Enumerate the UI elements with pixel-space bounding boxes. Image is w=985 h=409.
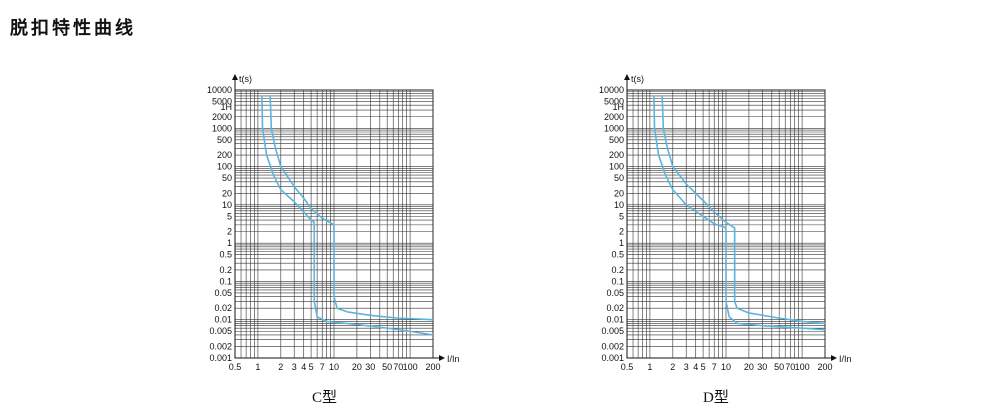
x-axis-arrow — [439, 355, 445, 361]
y-tick-label: 1 — [619, 238, 624, 248]
y-tick-label: 1000 — [212, 123, 232, 133]
x-tick-label: 30 — [757, 362, 767, 372]
y-tick-label: 0.005 — [209, 326, 232, 336]
x-tick-label: 10 — [329, 362, 339, 372]
y-axis-arrow — [232, 74, 238, 80]
y-tick-label: 500 — [217, 135, 232, 145]
y-tick-label: 1 — [227, 238, 232, 248]
x-tick-label: 70 — [393, 362, 403, 372]
x-tick-label: 200 — [425, 362, 440, 372]
trip-curve-chart-d: t(s) I/In 10000 5000 1H 2000 1000 500 200 100 50 20… — [587, 68, 852, 380]
x-tick-label: 1 — [647, 362, 652, 372]
x-tick-label: 70 — [785, 362, 795, 372]
page-title: 脱扣特性曲线 — [10, 18, 136, 38]
y-tick-label: 500 — [609, 135, 624, 145]
y-tick-label: 5 — [227, 211, 232, 221]
x-tick-label: 7 — [712, 362, 717, 372]
y-tick-label: 10000 — [207, 85, 232, 95]
y-tick-label: 0.002 — [209, 341, 232, 351]
y-tick-label: 200 — [609, 150, 624, 160]
x-tick-label: 20 — [744, 362, 754, 372]
y-axis-arrow — [624, 74, 630, 80]
trip-curve-line-1 — [653, 95, 826, 331]
trip-curve-line-2 — [269, 95, 434, 321]
y-tick-label: 10 — [614, 200, 624, 210]
x-tick-label: 2 — [670, 362, 675, 372]
y-tick-label: 5000 — [604, 97, 624, 107]
chart-caption-d: D型 — [703, 390, 729, 406]
y-tick-label: 1000 — [604, 123, 624, 133]
y-tick-label: 20 — [222, 188, 232, 198]
y-tick-label: 0.2 — [219, 265, 232, 275]
y-tick-label: 2 — [619, 227, 624, 237]
x-axis-label: I/In — [447, 354, 460, 364]
y-tick-label: 0.01 — [606, 315, 624, 325]
y-tick-label: 0.02 — [606, 303, 624, 313]
x-tick-label: 4 — [301, 362, 306, 372]
x-tick-label: 5 — [701, 362, 706, 372]
y-tick-label: 200 — [217, 150, 232, 160]
y-tick-label: 0.1 — [219, 276, 232, 286]
x-tick-label: 200 — [817, 362, 832, 372]
x-tick-label: 100 — [795, 362, 810, 372]
x-tick-label: 5 — [309, 362, 314, 372]
x-tick-label: 3 — [292, 362, 297, 372]
y-tick-label: 0.001 — [209, 353, 232, 363]
y-tick-label: 0.001 — [601, 353, 624, 363]
y-tick-label: 5000 — [212, 97, 232, 107]
y-tick-label: 100 — [609, 162, 624, 172]
trip-curve-chart-c: t(s) I/In 10000 5000 1H 2000 1000 500 200 100 50 20… — [195, 68, 460, 380]
trip-curve-line-1 — [261, 95, 434, 336]
y-tick-label: 2000 — [212, 112, 232, 122]
x-tick-label: 10 — [721, 362, 731, 372]
y-tick-label: 0.5 — [611, 250, 624, 260]
y-tick-label: 0.002 — [601, 341, 624, 351]
x-tick-label: 30 — [365, 362, 375, 372]
x-tick-label: 50 — [774, 362, 784, 372]
x-tick-label: 50 — [382, 362, 392, 372]
trip-curve-line-2 — [661, 95, 826, 325]
trip-curve-svg-d: t(s)I/In1000050001H200010005002001005020… — [599, 74, 852, 372]
y-tick-label: 0.005 — [601, 326, 624, 336]
y-tick-label: 0.05 — [606, 288, 624, 298]
y-tick-label: 0.2 — [611, 265, 624, 275]
y-tick-label: 0.05 — [214, 288, 232, 298]
x-tick-label: 0.5 — [229, 362, 242, 372]
x-tick-label: 4 — [693, 362, 698, 372]
y-tick-label: 0.1 — [611, 276, 624, 286]
x-tick-label: 3 — [684, 362, 689, 372]
y-tick-label: 2 — [227, 227, 232, 237]
y-tick-label: 5 — [619, 211, 624, 221]
y-tick-label: 1H — [220, 102, 232, 112]
x-tick-label: 2 — [278, 362, 283, 372]
chart-caption-c: C型 — [312, 390, 338, 406]
y-tick-label: 0.01 — [214, 315, 232, 325]
y-axis-label: t(s) — [239, 74, 252, 84]
y-tick-label: 10 — [222, 200, 232, 210]
y-axis-label: t(s) — [631, 74, 644, 84]
y-tick-label: 50 — [614, 173, 624, 183]
x-tick-label: 20 — [352, 362, 362, 372]
y-tick-label: 0.5 — [219, 250, 232, 260]
y-tick-label: 50 — [222, 173, 232, 183]
x-axis-label: I/In — [839, 354, 852, 364]
x-tick-label: 7 — [320, 362, 325, 372]
y-tick-label: 20 — [614, 188, 624, 198]
y-tick-label: 2000 — [604, 112, 624, 122]
x-tick-label: 0.5 — [621, 362, 634, 372]
y-tick-label: 100 — [217, 162, 232, 172]
x-axis-arrow — [831, 355, 837, 361]
y-tick-label: 0.02 — [214, 303, 232, 313]
x-tick-label: 1 — [255, 362, 260, 372]
y-tick-label: 10000 — [599, 85, 624, 95]
trip-curve-svg-c: t(s)I/In1000050001H200010005002001005020… — [207, 74, 460, 372]
y-tick-label: 1H — [612, 102, 624, 112]
x-tick-label: 100 — [403, 362, 418, 372]
